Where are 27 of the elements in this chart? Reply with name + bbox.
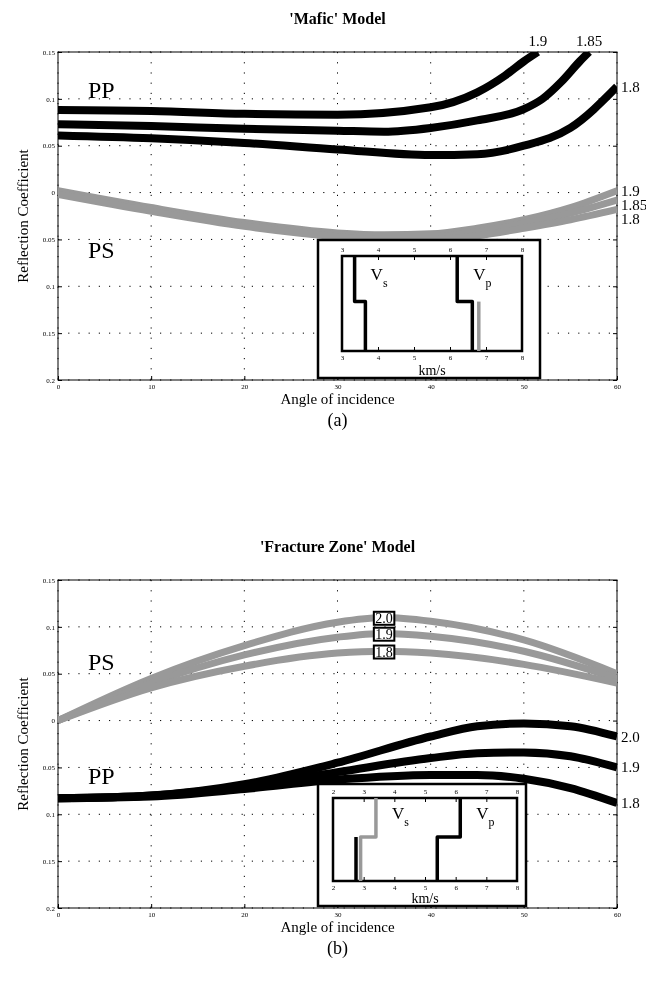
chart-title: 'Mafic' Model <box>289 10 387 27</box>
annotation: PS <box>88 649 115 675</box>
series-label: V$_{s}$ <box>370 264 388 290</box>
x-axis-title: Angle of incidence <box>280 391 395 407</box>
series-label: 1.9 <box>621 182 640 199</box>
series-label: V$_{p}$ <box>473 264 492 290</box>
series-label: V$_{s}$ <box>391 803 410 829</box>
annotation: PP <box>88 77 115 103</box>
series-label: 1.8 <box>621 78 640 95</box>
text: (a) <box>327 410 348 431</box>
chart-title: 'Fracture Zone' Model <box>259 538 416 555</box>
x-axis-title: Angle of incidence <box>280 919 395 935</box>
series-label: 2.0 <box>621 728 640 745</box>
annotation: PS <box>88 237 115 263</box>
series-label: 1.8 <box>621 210 640 227</box>
series-label: 1.85 <box>621 196 646 213</box>
legend-label: 1.9 <box>621 759 640 776</box>
series-label: 1.85 <box>575 33 603 49</box>
y-axis-title: Reflection Coefficient <box>15 676 31 811</box>
annotation: PP <box>88 763 115 789</box>
series-label: 1.9 <box>528 33 548 49</box>
x-axis-title: km/s <box>411 891 439 906</box>
text: (b) <box>327 938 348 959</box>
x-axis-title: km/s <box>418 363 446 378</box>
y-axis-title: Reflection Coefficient <box>15 148 31 283</box>
series-label: V$_{p}$ <box>476 803 495 829</box>
series-label: 1.8 <box>621 795 640 812</box>
